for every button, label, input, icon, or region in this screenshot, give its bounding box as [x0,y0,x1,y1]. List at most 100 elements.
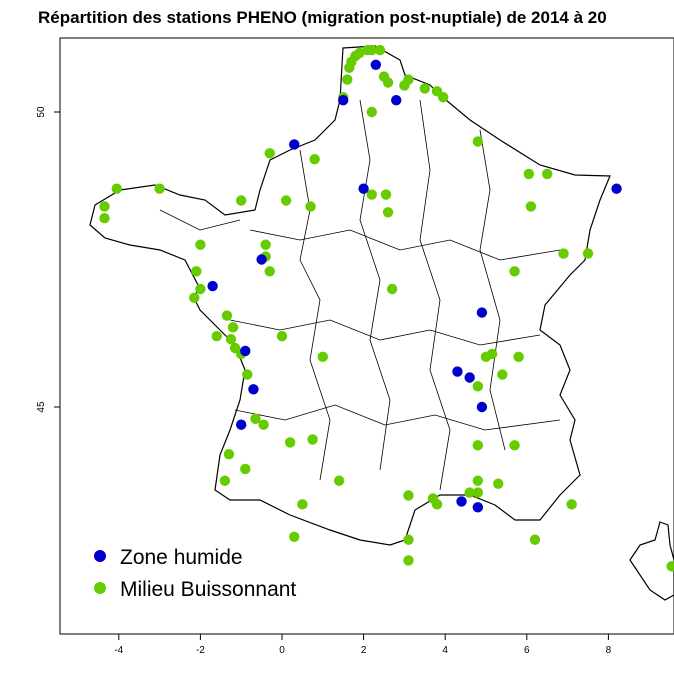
station-point-milieu-buissonnant [382,207,394,218]
station-point-milieu-buissonnant [250,413,261,424]
station-point-milieu-buissonnant [493,478,504,489]
station-point-milieu-buissonnant [666,561,674,572]
station-point-milieu-buissonnant [354,47,365,59]
station-point-milieu-buissonnant [403,555,414,566]
station-point-milieu-buissonnant [542,168,553,180]
y-tick-label: 50 [36,106,47,118]
station-point-milieu-buissonnant [221,310,233,321]
station-point-milieu-buissonnant [437,92,449,103]
station-point-zone-humide [236,419,247,430]
station-point-milieu-buissonnant [419,83,430,94]
station-point-zone-humide [391,95,402,106]
x-tick-label: -2 [196,645,205,656]
legend-marker-milieu-buissonnant [94,582,106,594]
station-point-milieu-buissonnant [513,351,524,363]
station-point-milieu-buissonnant [189,292,200,304]
station-point-zone-humide [256,254,267,265]
station-point-milieu-buissonnant [284,437,296,448]
corsica-outline [629,521,674,601]
station-point-milieu-buissonnant [99,213,110,224]
x-tick-label: 8 [606,645,612,656]
legend-marker-zone-humide [94,550,106,562]
station-point-milieu-buissonnant [380,189,392,200]
station-point-milieu-buissonnant [264,266,275,277]
france-outline [89,45,611,546]
station-point-milieu-buissonnant [240,463,251,475]
station-point-milieu-buissonnant [258,419,269,430]
station-point-zone-humide [370,59,382,70]
station-point-milieu-buissonnant [225,333,237,345]
station-point-milieu-buissonnant [382,77,394,88]
x-tick-label: 2 [361,645,367,656]
station-point-milieu-buissonnant [236,195,247,206]
station-point-zone-humide [472,502,484,513]
station-point-milieu-buissonnant [195,283,206,295]
station-point-milieu-buissonnant [223,449,235,460]
station-point-milieu-buissonnant [525,201,537,212]
station-point-milieu-buissonnant [431,499,443,510]
legend-label-milieu-buissonnant: Milieu Buissonnant [120,578,296,601]
station-point-milieu-buissonnant [289,531,300,542]
y-tick-label: 45 [36,401,47,413]
station-point-milieu-buissonnant [280,195,292,206]
station-point-zone-humide [240,345,251,357]
station-point-zone-humide [611,183,622,194]
station-point-milieu-buissonnant [191,266,202,277]
station-point-milieu-buissonnant [403,534,414,545]
station-point-milieu-buissonnant [99,201,110,212]
station-point-zone-humide [358,183,369,194]
station-point-milieu-buissonnant [211,331,222,342]
station-point-milieu-buissonnant [264,148,275,159]
station-point-milieu-buissonnant [242,369,253,380]
station-point-milieu-buissonnant [472,487,484,498]
station-point-milieu-buissonnant [260,239,271,250]
x-tick-label: -4 [114,645,123,656]
department-borders [159,99,561,491]
station-point-zone-humide [456,496,467,507]
station-point-milieu-buissonnant [464,487,475,498]
station-point-zone-humide [476,401,488,413]
x-tick-label: 0 [279,645,285,656]
station-point-zone-humide [338,95,349,106]
station-point-milieu-buissonnant [307,434,318,445]
station-point-milieu-buissonnant [509,440,520,451]
station-point-milieu-buissonnant [403,490,414,501]
x-tick-label: 4 [442,645,448,656]
station-point-milieu-buissonnant [366,106,377,118]
station-point-zone-humide [464,372,475,383]
station-point-zone-humide [207,280,218,292]
station-point-milieu-buissonnant [566,499,577,510]
station-point-milieu-buissonnant [529,534,541,545]
station-point-milieu-buissonnant [309,154,320,165]
station-point-milieu-buissonnant [154,183,165,194]
y-axis: 45 50 [36,106,61,413]
station-point-milieu-buissonnant [497,369,508,380]
station-point-milieu-buissonnant [386,283,398,295]
station-point-milieu-buissonnant [403,74,414,85]
legend: Zone humide Milieu Buissonnant [94,546,296,601]
station-point-milieu-buissonnant [486,348,498,360]
station-point-milieu-buissonnant [472,381,484,392]
station-points [99,44,674,572]
plot-frame [59,37,674,635]
station-point-zone-humide [476,307,488,318]
station-point-milieu-buissonnant [342,74,353,85]
station-point-milieu-buissonnant [582,248,594,259]
station-point-milieu-buissonnant [558,248,569,259]
station-point-milieu-buissonnant [276,331,288,342]
station-point-milieu-buissonnant [219,475,231,486]
station-point-milieu-buissonnant [366,189,377,200]
station-point-milieu-buissonnant [472,475,484,486]
station-point-milieu-buissonnant [297,499,308,510]
station-point-zone-humide [289,139,300,150]
station-point-milieu-buissonnant [472,136,484,147]
station-point-milieu-buissonnant [366,44,377,56]
station-point-milieu-buissonnant [472,440,484,451]
station-point-milieu-buissonnant [523,168,535,180]
station-point-zone-humide [248,384,259,395]
station-point-milieu-buissonnant [111,183,122,194]
station-point-milieu-buissonnant [195,239,206,250]
station-point-milieu-buissonnant [509,266,520,277]
station-point-milieu-buissonnant [305,201,316,212]
